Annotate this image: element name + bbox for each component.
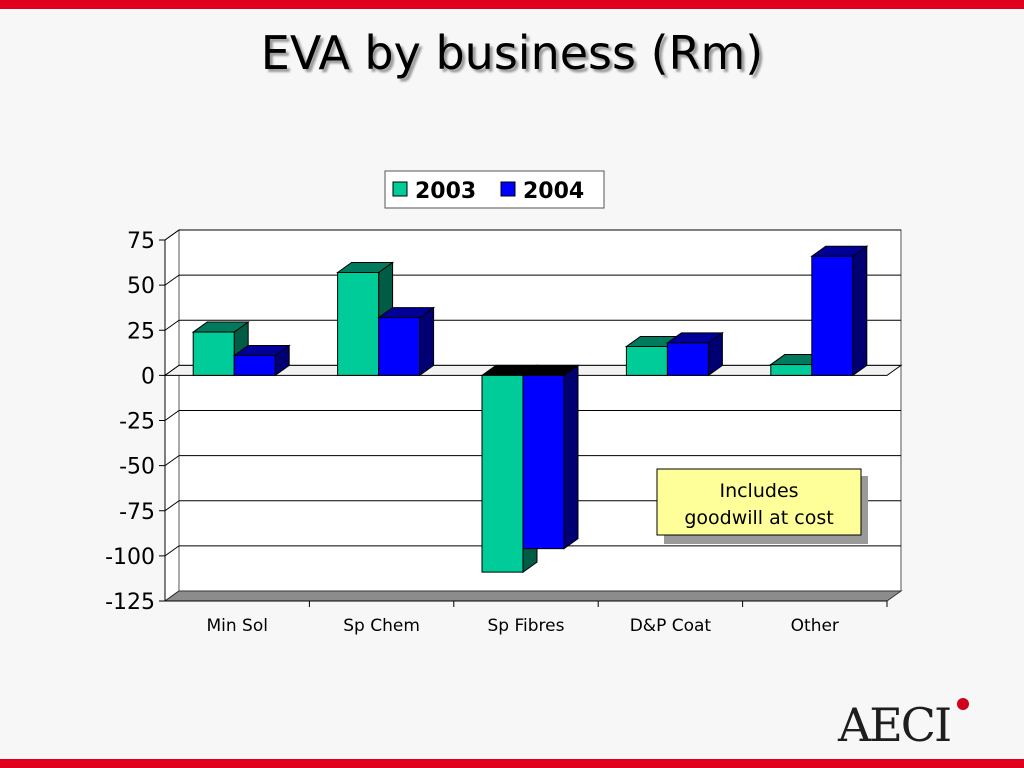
y-tick-label: -75 [119, 500, 155, 525]
y-tick-label: -100 [105, 545, 155, 570]
top-accent-bar [0, 0, 1024, 9]
annotation-text: Includes [719, 480, 798, 502]
logo-text: AECI [838, 698, 952, 752]
legend-swatch [500, 181, 516, 197]
y-tick-label: -25 [119, 410, 155, 435]
y-tick-label: 0 [141, 364, 155, 389]
bar-front-face [522, 374, 565, 550]
gridline-side [164, 545, 180, 557]
gridline-side [164, 455, 180, 467]
bar-side-face [563, 364, 579, 550]
bottom-accent-bar [0, 759, 1024, 768]
bar-front-face [378, 317, 421, 376]
bar-front-face [811, 255, 854, 376]
annotation-callout: Includes goodwill at cost [656, 468, 868, 544]
bar-2004 [810, 245, 869, 377]
y-tick-label: -50 [119, 455, 155, 480]
bar-2004 [377, 306, 436, 377]
bar-side-face [852, 245, 868, 377]
legend-label: 2004 [523, 179, 584, 204]
gridline-side [164, 500, 180, 512]
x-tick-label: Other [791, 616, 839, 636]
slide-title: EVA by business (Rm) [260, 26, 764, 80]
gridline-side [164, 319, 180, 331]
bars-group [191, 245, 869, 574]
gridline-side [164, 410, 180, 421]
bar-front-face [625, 345, 668, 376]
plot-floor [163, 590, 903, 602]
bar-2004 [665, 331, 724, 377]
annotation-text: goodwill at cost [684, 507, 833, 529]
annotation-box [656, 468, 862, 536]
legend-label: 2003 [415, 179, 476, 204]
bar-front-face [666, 342, 709, 376]
bar-2004 [521, 364, 580, 550]
legend-box [384, 170, 605, 209]
logo-dot-icon [957, 698, 969, 710]
bar-side-face [419, 306, 435, 377]
gridline-side [164, 229, 180, 241]
legend-swatch [392, 181, 408, 197]
x-tick-label: Sp Chem [343, 616, 420, 636]
x-tick-label: Min Sol [206, 616, 267, 636]
bar-front-face [770, 364, 813, 376]
x-tick-label: Sp Fibres [488, 616, 565, 636]
y-tick-label: 50 [127, 274, 155, 299]
gridline-side [164, 274, 180, 286]
bar-front-face [337, 271, 380, 376]
legend: 2003 2004 [384, 170, 605, 209]
x-tick-label: D&P Coat [630, 616, 712, 636]
aeci-logo: AECI [838, 698, 978, 754]
y-tick-label: 75 [127, 229, 155, 254]
y-tick-label: -125 [105, 590, 155, 615]
y-tick-label: 25 [127, 319, 155, 344]
bar-front-face [233, 355, 276, 376]
bar-2004 [232, 344, 291, 377]
bar-front-face [481, 374, 524, 573]
bar-front-face [192, 331, 235, 376]
